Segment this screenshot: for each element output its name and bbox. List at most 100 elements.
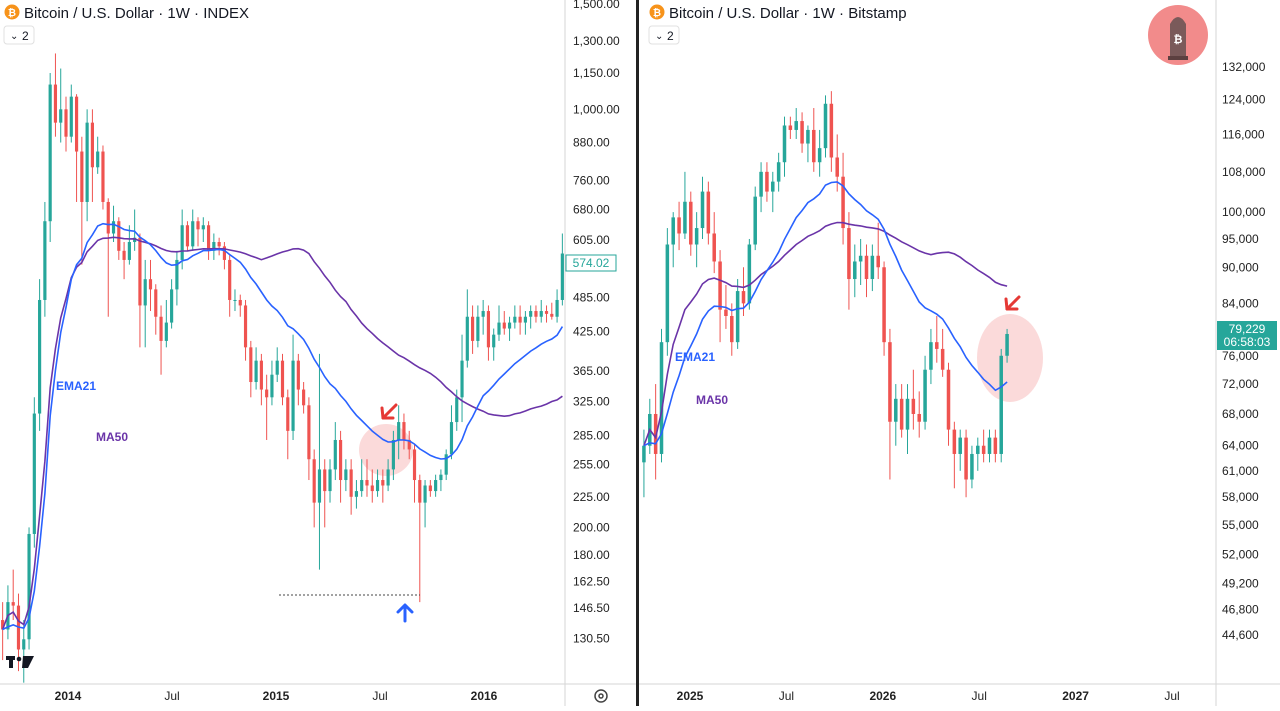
right-candle: [976, 437, 980, 471]
right-candle: [952, 421, 957, 489]
left-time-axis[interactable]: 2014 Jul 2015 Jul 2016: [55, 689, 498, 703]
left-candle: [513, 305, 517, 329]
left-candle-body: [391, 439, 395, 470]
right-candle-body: [946, 369, 951, 430]
left-blue-arrow-icon: [396, 603, 414, 623]
right-candle-body: [712, 233, 716, 262]
left-candle: [148, 259, 153, 312]
left-candle-body: [412, 449, 417, 481]
right-candle: [747, 238, 752, 310]
right-candle-body: [911, 398, 916, 414]
left-candle: [507, 316, 512, 341]
right-time-axis[interactable]: 2025 Jul 2026 Jul 2027 Jul: [677, 689, 1180, 703]
left-candle: [43, 201, 47, 317]
right-candle: [683, 171, 687, 239]
right-candle-body: [735, 291, 740, 343]
left-candle-body: [560, 253, 564, 300]
left-candle: [201, 217, 205, 243]
left-candle-body: [59, 109, 63, 123]
right-candle: [899, 384, 904, 438]
left-candle-body: [360, 480, 364, 492]
left-candle: [302, 382, 306, 414]
left-candle: [307, 397, 311, 481]
left-candle: [154, 284, 158, 335]
right-last-price: 79,229: [1229, 322, 1266, 336]
left-candle: [317, 353, 322, 570]
left-x-tick-label: Jul: [372, 689, 387, 703]
left-candle-body: [286, 397, 290, 431]
left-candle: [534, 305, 538, 323]
left-x-tick-label: 2014: [55, 689, 82, 703]
right-candle-body: [747, 244, 752, 304]
right-candle: [817, 129, 822, 177]
left-candle: [497, 305, 501, 341]
left-candle: [138, 233, 142, 348]
right-candle: [970, 445, 974, 489]
left-candle-body: [138, 237, 142, 306]
right-candle-body: [642, 445, 646, 463]
left-indicator-layer: [1, 222, 564, 631]
left-indicator-collapse-button[interactable]: [3, 25, 35, 45]
left-candle-body: [185, 225, 190, 247]
left-price-axis[interactable]: 1,500.00 1,300.00 1,150.00 1,000.00 880.00 76…: [573, 0, 620, 645]
left-candle: [486, 305, 491, 361]
left-candle: [233, 289, 237, 312]
right-y-tick-label: 108,000: [1222, 165, 1266, 179]
right-candle-body: [853, 261, 857, 280]
left-candle-body: [544, 311, 549, 314]
right-y-tick-label: 49,200: [1222, 576, 1259, 590]
left-candle-body: [96, 151, 100, 168]
left-candle: [476, 305, 480, 348]
left-candle: [412, 444, 417, 503]
right-candle: [829, 91, 834, 172]
left-candle: [518, 305, 522, 335]
right-indicator-collapse-button[interactable]: [648, 25, 680, 45]
left-candle-body: [38, 299, 42, 414]
settings-gear-icon[interactable]: [594, 689, 608, 703]
left-candle: [175, 250, 179, 306]
left-candle: [439, 469, 443, 492]
right-candle: [812, 108, 816, 172]
right-highlight-ellipse: [977, 314, 1043, 402]
right-candle: [946, 362, 951, 446]
left-chart-panel[interactable]: EMA21 MA50: [1, 53, 564, 683]
left-candle: [1, 602, 5, 661]
right-candle-body: [952, 429, 957, 454]
right-candle: [665, 228, 670, 356]
left-candle-body: [111, 221, 116, 234]
left-candle-body: [486, 311, 491, 348]
right-candle: [940, 328, 945, 377]
svg-text:₿: ₿: [1174, 34, 1183, 46]
left-candle: [460, 334, 464, 423]
right-candle-body: [706, 191, 711, 234]
left-y-tick-label: 760.00: [573, 174, 610, 188]
left-candle: [74, 94, 79, 202]
left-x-tick-label: 2016: [471, 689, 498, 703]
right-candle: [917, 391, 921, 438]
left-candle-body: [455, 397, 459, 423]
right-candle: [794, 108, 798, 139]
right-candle: [882, 261, 886, 356]
right-candle: [847, 212, 851, 310]
right-candle-body: [800, 121, 804, 144]
left-ema21-line: [2, 222, 564, 631]
right-candle-body: [817, 148, 822, 163]
left-candle-body: [471, 316, 475, 341]
right-candle: [806, 125, 810, 163]
left-candle-body: [407, 439, 411, 450]
left-candle-body: [196, 221, 200, 230]
right-x-tick-label: 2025: [677, 689, 704, 703]
left-candle-body: [507, 322, 512, 329]
right-y-tick-label: 61,000: [1222, 464, 1259, 478]
right-candle: [841, 152, 845, 245]
left-candle: [170, 279, 174, 329]
left-candle-body: [428, 485, 432, 492]
left-candle: [407, 430, 411, 460]
panel-divider: [636, 0, 639, 706]
right-chart-panel[interactable]: EMA21 MA50: [642, 91, 1043, 498]
right-candle-body: [993, 437, 998, 454]
right-candle: [800, 112, 804, 153]
left-candle: [370, 469, 374, 503]
left-candle-body: [212, 242, 216, 251]
